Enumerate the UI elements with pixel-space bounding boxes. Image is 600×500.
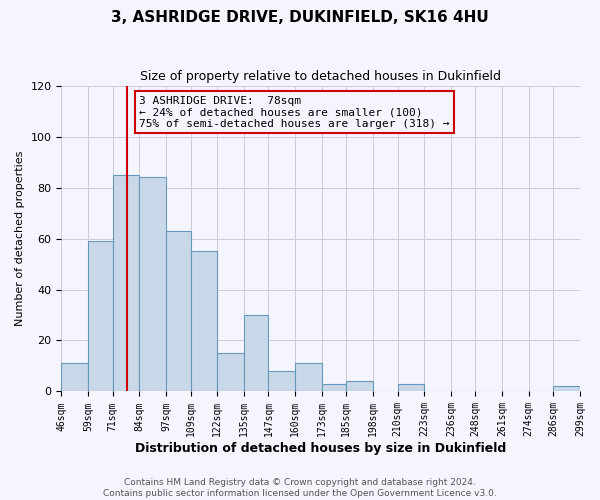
Bar xyxy=(166,231,191,392)
Text: 3 ASHRIDGE DRIVE:  78sqm
← 24% of detached houses are smaller (100)
75% of semi-: 3 ASHRIDGE DRIVE: 78sqm ← 24% of detache… xyxy=(139,96,450,129)
X-axis label: Distribution of detached houses by size in Dukinfield: Distribution of detached houses by size … xyxy=(135,442,506,455)
Text: Contains HM Land Registry data © Crown copyright and database right 2024.
Contai: Contains HM Land Registry data © Crown c… xyxy=(103,478,497,498)
Bar xyxy=(553,386,580,392)
Bar xyxy=(322,384,346,392)
Bar xyxy=(244,315,268,392)
Bar xyxy=(346,382,373,392)
Bar xyxy=(88,241,113,392)
Bar xyxy=(139,178,166,392)
Bar xyxy=(217,353,244,392)
Bar xyxy=(191,252,217,392)
Bar xyxy=(113,175,139,392)
Bar xyxy=(295,364,322,392)
Bar xyxy=(268,371,295,392)
Y-axis label: Number of detached properties: Number of detached properties xyxy=(15,151,25,326)
Text: 3, ASHRIDGE DRIVE, DUKINFIELD, SK16 4HU: 3, ASHRIDGE DRIVE, DUKINFIELD, SK16 4HU xyxy=(111,10,489,25)
Bar xyxy=(398,384,424,392)
Bar xyxy=(61,364,88,392)
Title: Size of property relative to detached houses in Dukinfield: Size of property relative to detached ho… xyxy=(140,70,501,83)
